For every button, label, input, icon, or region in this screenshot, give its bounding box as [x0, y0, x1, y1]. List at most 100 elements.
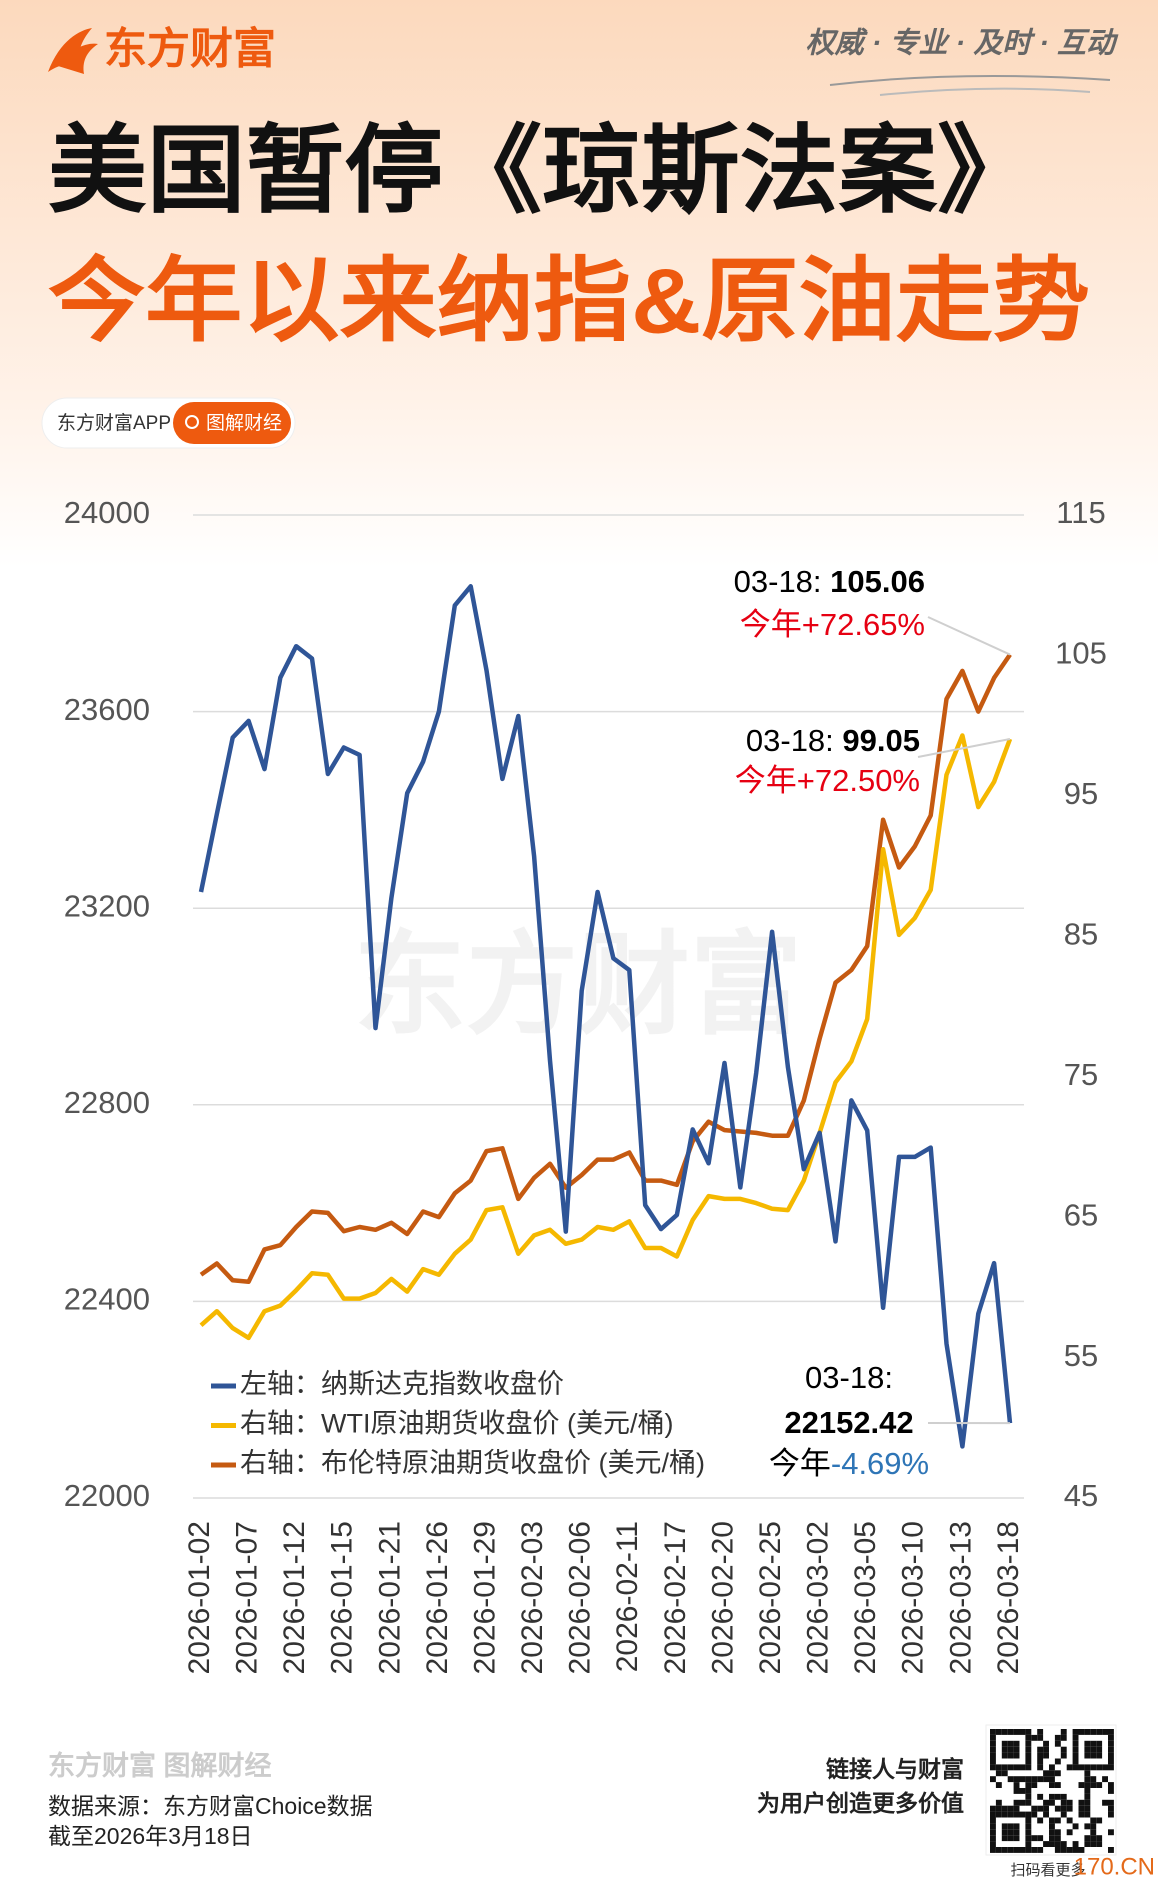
qr-cell	[1060, 1811, 1067, 1818]
qr-cell	[1013, 1829, 1020, 1836]
qr-cell	[995, 1799, 1002, 1806]
qr-cell	[1013, 1782, 1020, 1788]
qr-cell	[1108, 1752, 1114, 1759]
qr-cell	[1090, 1823, 1097, 1830]
annotation-head: 03-18: 105.06	[734, 564, 925, 599]
qr-cell	[1084, 1776, 1091, 1783]
x-tick-label: 2026-03-05	[849, 1521, 882, 1674]
qr-cell	[1060, 1729, 1067, 1735]
qr-cell	[1043, 1811, 1049, 1818]
qr-cell	[1096, 1729, 1103, 1735]
qr-cell	[1037, 1764, 1044, 1771]
qr-cell	[1108, 1740, 1114, 1747]
qr-cell	[1084, 1841, 1091, 1847]
qr-cell	[1007, 1835, 1014, 1842]
qr-cell	[990, 1729, 996, 1735]
y-tick-label: 23200	[64, 888, 150, 923]
qr-cell	[1049, 1770, 1055, 1777]
qr-cell	[1025, 1746, 1032, 1753]
change-prefix: 今年	[769, 1446, 831, 1481]
qr-cell	[1025, 1793, 1032, 1800]
qr-cell	[1054, 1734, 1061, 1741]
qr-cell	[1078, 1811, 1085, 1818]
qr-cell	[1072, 1729, 1079, 1735]
qr-cell	[1054, 1770, 1061, 1777]
qr-cell	[995, 1770, 1002, 1777]
x-tick-label: 2026-03-13	[944, 1521, 977, 1674]
qr-cell	[1025, 1782, 1032, 1788]
qr-cell	[1037, 1793, 1044, 1800]
annotation-change: 今年+72.65%	[740, 607, 925, 642]
qr-cell	[1102, 1729, 1108, 1735]
qr-cell	[1049, 1829, 1055, 1836]
qr-cell	[1001, 1811, 1008, 1818]
y-tick-label: 24000	[64, 495, 150, 530]
qr-cell	[1001, 1847, 1008, 1853]
qr-cell	[1084, 1746, 1091, 1753]
logo-icon	[48, 28, 98, 74]
qr-cell	[1054, 1793, 1061, 1800]
qr-cell	[1049, 1823, 1055, 1830]
qr-cell	[1037, 1835, 1044, 1842]
qr-cell	[1054, 1841, 1061, 1847]
y-tick-label: 22800	[64, 1085, 150, 1120]
qr-cell	[1096, 1817, 1103, 1824]
qr-cell	[990, 1776, 996, 1783]
qr-cell	[1043, 1752, 1049, 1759]
x-tick-label: 2026-01-02	[183, 1521, 216, 1674]
qr-cell	[1066, 1847, 1073, 1853]
qr-cell	[1001, 1752, 1008, 1759]
qr-cell	[1001, 1729, 1008, 1735]
qr-cell	[1007, 1729, 1014, 1735]
qr-cell	[1090, 1776, 1097, 1783]
qr-cell	[1001, 1823, 1008, 1830]
qr-cell	[1108, 1799, 1114, 1806]
y2-tick-label: 85	[1064, 916, 1098, 951]
qr-cell	[1037, 1746, 1044, 1753]
x-tick-label: 2026-03-02	[802, 1521, 835, 1674]
qr-cell	[1054, 1829, 1061, 1836]
qr-cell	[1090, 1829, 1097, 1836]
qr-cell	[990, 1758, 996, 1765]
qr-cell	[1037, 1847, 1044, 1853]
qr-cell	[1037, 1805, 1044, 1812]
qr-cell	[1096, 1746, 1103, 1753]
qr-cell	[1072, 1758, 1079, 1765]
series-line	[198, 584, 1013, 1449]
qr-cell	[1084, 1782, 1091, 1788]
qr-cell	[1108, 1746, 1114, 1753]
qr-cell	[1025, 1788, 1032, 1794]
qr-code	[985, 1724, 1117, 1856]
qr-cell	[1025, 1740, 1032, 1747]
qr-cell	[1025, 1835, 1032, 1842]
qr-cell	[1031, 1782, 1038, 1788]
x-tick-label: 2026-01-07	[231, 1521, 264, 1674]
qr-cell	[1001, 1770, 1008, 1777]
y2-tick-label: 115	[1056, 495, 1105, 530]
qr-cell	[1013, 1729, 1020, 1735]
qr-cell	[1060, 1793, 1067, 1800]
qr-cell	[1072, 1752, 1079, 1759]
source: 数据来源：东方财富Choice数据	[48, 1793, 373, 1819]
decor-line	[879, 87, 1091, 96]
qr-cell	[1049, 1776, 1055, 1783]
qr-cell	[1013, 1847, 1020, 1853]
qr-cell	[1031, 1734, 1038, 1741]
change-prefix: 今年	[740, 607, 802, 642]
badge-tag: 图解财经	[206, 412, 282, 434]
qr-cell	[1090, 1764, 1097, 1771]
qr-cell	[1043, 1799, 1049, 1806]
qr-cell	[990, 1817, 996, 1824]
chart: 22000 22400 22800 23200 23600 24000 45 55 65 75 85…	[64, 495, 1107, 1674]
qr-cell	[1025, 1764, 1032, 1771]
qr-cell	[1025, 1776, 1032, 1783]
qr-cell	[1031, 1835, 1038, 1842]
qr-cell	[1007, 1823, 1014, 1830]
qr-cell	[1025, 1752, 1032, 1759]
qr-cell	[1001, 1740, 1008, 1747]
qr-cell	[1025, 1817, 1032, 1824]
qr-cell	[1060, 1746, 1067, 1753]
y2-tick-label: 95	[1064, 776, 1098, 811]
qr-cell	[1013, 1799, 1020, 1806]
